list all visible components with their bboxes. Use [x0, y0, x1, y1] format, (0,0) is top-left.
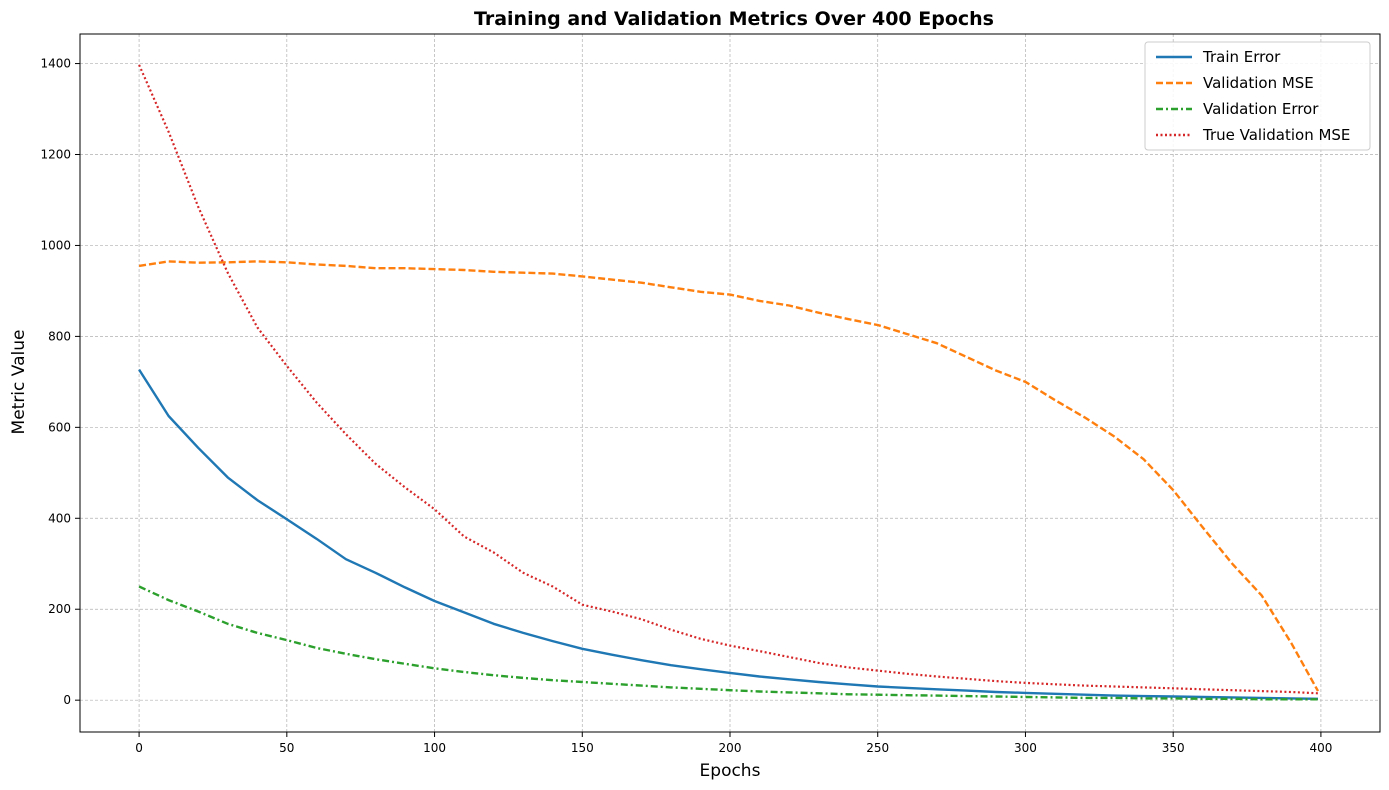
series-line-validation-error	[138, 585, 1318, 701]
x-tick-label: 400	[1309, 741, 1332, 755]
y-axis-label: Metric Value	[9, 330, 29, 435]
y-tick-label: 200	[48, 602, 71, 616]
y-tick-label: 1200	[40, 148, 71, 162]
y-tick-label: 800	[48, 329, 71, 343]
chart-title: Training and Validation Metrics Over 400…	[474, 8, 994, 30]
y-tick-label: 1400	[40, 57, 71, 71]
x-tick-label: 200	[719, 741, 742, 755]
x-axis-ticks: 0 50 100 150 200 250 300 350 400	[135, 732, 1332, 755]
x-tick-label: 350	[1162, 741, 1185, 755]
x-tick-label: 100	[423, 741, 446, 755]
legend-label-train-error: Train Error	[1202, 48, 1281, 66]
x-tick-label: 300	[1014, 741, 1037, 755]
x-tick-label: 0	[135, 741, 143, 755]
y-tick-label: 0	[63, 693, 71, 707]
y-tick-label: 400	[48, 511, 71, 525]
series-line-train-error	[138, 368, 1319, 700]
legend-box	[1144, 41, 1371, 151]
legend-label-true-validation-mse: True Validation MSE	[1202, 126, 1350, 144]
series-line-true-validation-mse	[138, 64, 1319, 695]
y-axis-ticks: 0 200 400 600 800 1000 1200 1400	[40, 57, 80, 707]
x-tick-label: 50	[279, 741, 294, 755]
y-tick-label: 1000	[40, 238, 71, 252]
series-lines	[138, 64, 1320, 701]
legend: Train Error Validation MSE Validation Erro…	[1144, 41, 1371, 151]
x-axis-label: Epochs	[700, 761, 761, 781]
x-tick-label: 250	[866, 741, 889, 755]
grid	[80, 34, 1380, 732]
legend-label-validation-error: Validation Error	[1203, 100, 1319, 118]
x-tick-label: 150	[571, 741, 594, 755]
legend-label-validation-mse: Validation MSE	[1203, 74, 1314, 92]
series-line-validation-mse	[138, 260, 1320, 692]
y-tick-label: 600	[48, 420, 71, 434]
